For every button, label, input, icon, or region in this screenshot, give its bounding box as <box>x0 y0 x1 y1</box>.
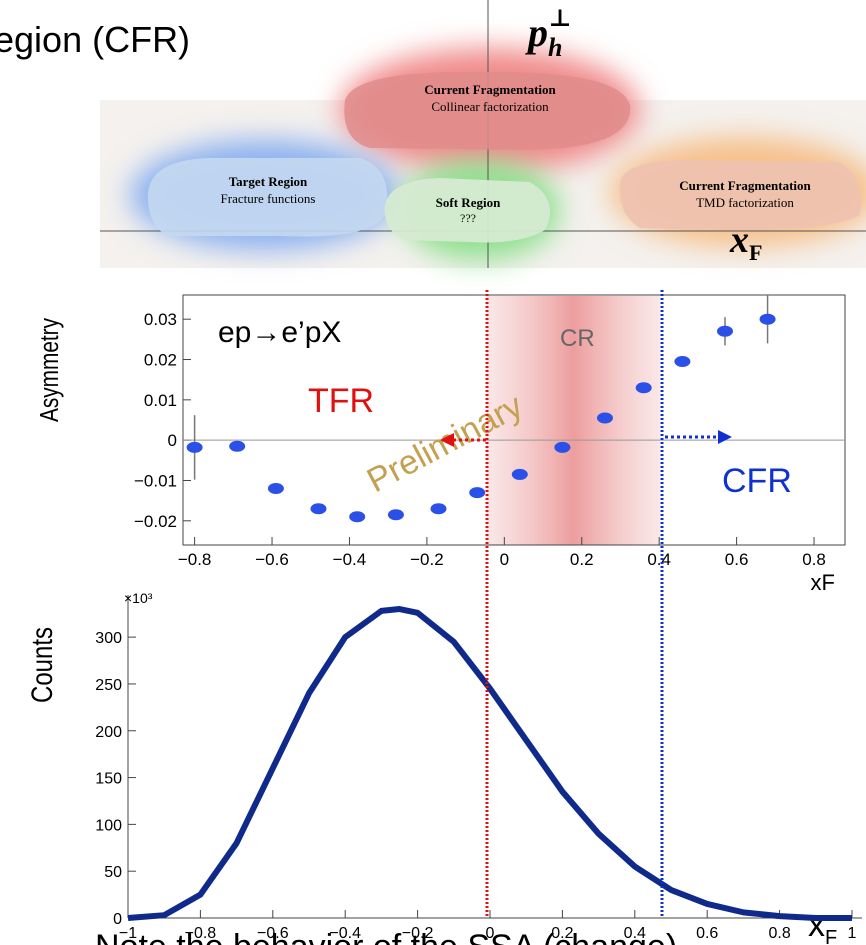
x-tick-label: 0.2 <box>570 550 594 569</box>
point <box>430 503 447 515</box>
x-tick-label: −0.8 <box>185 925 217 942</box>
blob <box>344 71 631 150</box>
region-title: Current Fragmentation <box>679 178 811 193</box>
x-tick-label: 0.6 <box>725 550 749 569</box>
counts-chart: 0 50 100 150 200 250 300 −1 −0.8 −0.6 −0.4 −0.2 0 0.2… <box>24 590 862 945</box>
label-sub: h <box>548 33 562 62</box>
point <box>716 325 733 337</box>
y-axis-label: Asymmetry <box>35 318 64 422</box>
point <box>310 503 327 515</box>
region-subtitle: Fracture functions <box>221 191 316 206</box>
point <box>511 468 528 480</box>
point <box>469 487 486 499</box>
x-axis-label: xF <box>808 906 837 945</box>
point <box>554 441 571 453</box>
x-tick-label: 0.6 <box>696 925 718 942</box>
point <box>674 356 691 368</box>
region-subtitle: TMD factorization <box>696 195 794 210</box>
x-tick-label: −0.8 <box>178 550 212 569</box>
point <box>387 509 404 521</box>
x-tick-label: −0.6 <box>255 550 289 569</box>
point <box>759 313 776 325</box>
multiplier-label: ×10³ <box>124 590 153 606</box>
label-sub: F <box>749 240 762 265</box>
curve <box>127 606 852 921</box>
point <box>186 441 203 453</box>
label-sup: ⊥ <box>548 6 571 32</box>
annotation: ep→e’pX <box>218 316 341 349</box>
region-subtitle: ??? <box>460 211 476 225</box>
y-axis-label: Counts <box>24 627 58 703</box>
y-tick-label: 50 <box>104 864 122 881</box>
x-tick-label: −0.2 <box>402 925 434 942</box>
title-fragment: egion (CFR) <box>0 19 190 60</box>
y-tick-label: 0.03 <box>144 310 177 329</box>
y-tick-label: −0.01 <box>134 471 177 490</box>
label-main: p <box>525 10 548 55</box>
y-tick-label: −0.02 <box>134 512 177 531</box>
y-tick-label: 0 <box>168 431 177 450</box>
x-tick-label: −0.2 <box>410 550 444 569</box>
cr-band <box>487 296 660 545</box>
x-tick-label: 0.8 <box>802 550 826 569</box>
blob <box>147 158 388 237</box>
asymmetry-chart: −0.02 −0.01 0 0.01 0.02 0.03 −0.8 −0.6 −0.4 −0.2 0… <box>35 294 846 595</box>
diagram-x-label: xF <box>729 219 762 265</box>
arrow-head <box>718 430 732 444</box>
y-tick-label: 100 <box>95 817 122 834</box>
x-tick-label: 0.8 <box>768 925 790 942</box>
label-main: x <box>808 906 825 944</box>
point <box>229 440 246 452</box>
y-tick-label: 200 <box>95 724 122 741</box>
point <box>596 412 613 424</box>
x-tick-label: 0 <box>486 925 495 942</box>
point <box>267 483 284 495</box>
x-tick-label: 0 <box>500 550 509 569</box>
plot-frame <box>182 294 846 546</box>
label-main: x <box>729 219 749 261</box>
label-sub: F <box>825 927 837 945</box>
annotation: TFR <box>308 382 374 420</box>
diagram-y-label: ph⊥ <box>525 6 572 62</box>
x-tick-label: −0.6 <box>257 925 289 942</box>
blob <box>384 178 550 243</box>
x-tick-label: −1 <box>119 925 137 942</box>
x-tick-label: 1 <box>848 925 857 942</box>
region-title: Target Region <box>229 174 308 189</box>
y-tick-label: 150 <box>95 771 122 788</box>
x-tick-label: −0.4 <box>329 925 361 942</box>
footer-text: Note the behavior of the SSA (change) <box>95 928 677 945</box>
arrow-head <box>440 433 454 447</box>
x-tick-label: 0.4 <box>647 550 671 569</box>
y-tick-label: 250 <box>95 677 122 694</box>
region-subtitle: Collinear factorization <box>431 99 549 114</box>
regions-diagram: Current Fragmentation Collinear factoriz… <box>100 0 866 268</box>
y-tick-label: 300 <box>95 630 122 647</box>
point <box>635 382 652 394</box>
y-tick-label: 0.01 <box>144 391 177 410</box>
region-title: Soft Region <box>436 195 501 210</box>
x-axis-label: xF <box>811 570 835 595</box>
x-tick-label: 0.4 <box>624 925 646 942</box>
blob <box>619 160 862 231</box>
region-title: Current Fragmentation <box>424 82 556 97</box>
annotation: CFR <box>722 462 792 500</box>
annotation: CR <box>560 325 595 352</box>
point <box>349 511 366 523</box>
x-tick-label: 0.2 <box>551 925 573 942</box>
x-tick-label: −0.4 <box>333 550 367 569</box>
y-tick-label: 0 <box>113 911 122 928</box>
y-tick-label: 0.02 <box>144 351 177 370</box>
